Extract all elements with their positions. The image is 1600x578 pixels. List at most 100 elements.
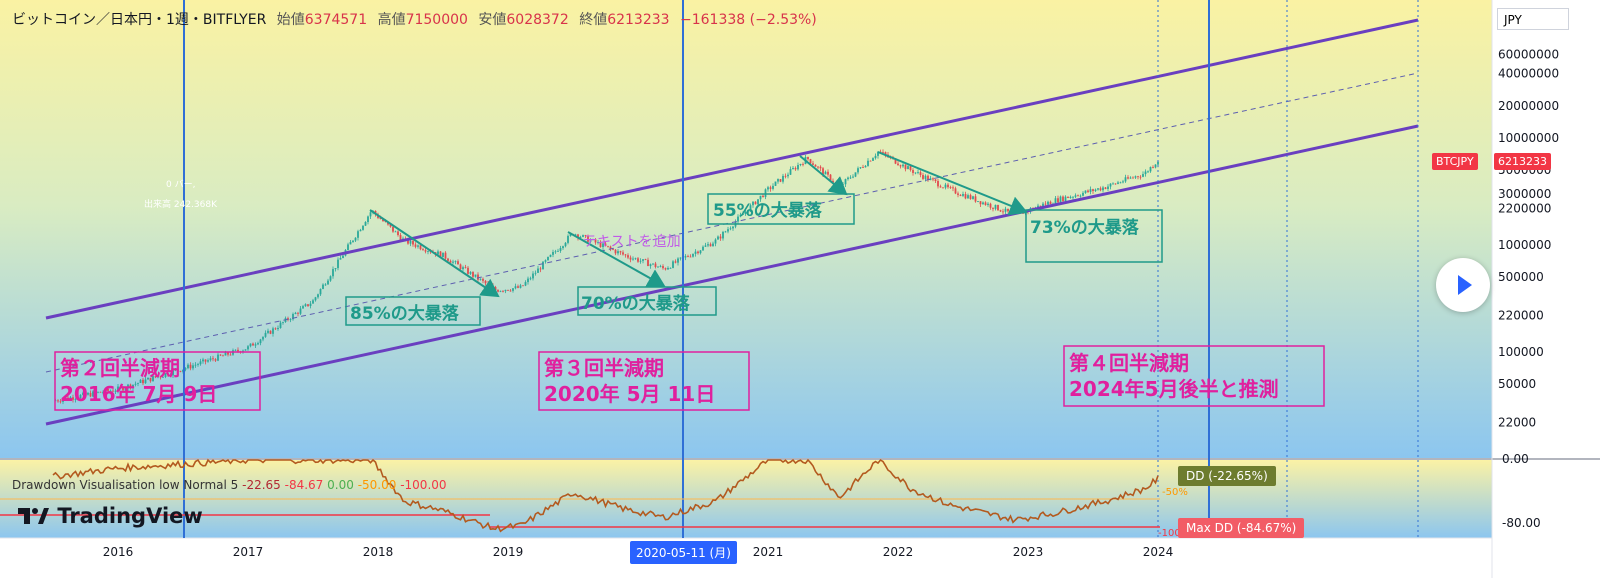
crash-arrow-2018[interactable] — [369, 209, 500, 298]
candle-body — [662, 266, 664, 269]
crash-arrow-2022[interactable] — [877, 151, 1028, 216]
candle-body — [569, 233, 572, 236]
candle-body — [819, 166, 822, 169]
candle-body — [627, 255, 629, 258]
halving3-box[interactable] — [538, 351, 750, 411]
candle-body — [409, 240, 412, 244]
channel-upper-line[interactable] — [45, 18, 1419, 320]
candle-body — [989, 203, 992, 208]
candle-body — [842, 184, 844, 186]
candle-body — [599, 242, 602, 248]
tradingview-logo[interactable]: TradingView — [16, 504, 203, 528]
crash-arrow-2019[interactable] — [567, 231, 666, 287]
candle-body — [642, 259, 644, 261]
candle-body — [107, 388, 109, 391]
candle-body — [917, 172, 919, 173]
candle-body — [342, 255, 344, 259]
candle-body — [824, 171, 827, 175]
add-text-placeholder[interactable]: テキストを追加 — [583, 234, 681, 250]
crash-box-2[interactable] — [577, 286, 717, 316]
candle-body — [422, 249, 424, 251]
price-label-3: 10000000 — [1498, 131, 1559, 145]
candle-body — [807, 157, 809, 160]
play-button[interactable] — [1436, 258, 1490, 312]
candle-body — [929, 178, 932, 181]
main-pane-bg — [0, 0, 1492, 458]
indicator-legend[interactable]: Drawdown Visualisation low Normal 5 -22.… — [12, 478, 447, 492]
candle-body — [152, 376, 154, 382]
candle-body — [349, 241, 352, 245]
candle-body — [1079, 195, 1082, 197]
halving4-date: 2024年5月後半と推測 — [1069, 377, 1279, 401]
candle-body — [147, 377, 149, 380]
time-label-7: 2024 — [1143, 545, 1174, 559]
candle-body — [519, 285, 522, 288]
candle-body — [977, 201, 979, 202]
time-label-5: 2022 — [883, 545, 914, 559]
candle-body — [904, 164, 907, 170]
candle-body — [512, 288, 514, 291]
candle-body — [549, 254, 552, 257]
candle-body — [502, 290, 504, 292]
candle-body — [137, 382, 139, 384]
high-value: 7150000 — [405, 12, 468, 28]
channel-lower-line[interactable] — [45, 124, 1419, 426]
halving2-title: 第２回半減期 — [60, 356, 180, 380]
candle-body — [142, 379, 144, 384]
candle-body — [677, 258, 679, 263]
candle-body — [884, 152, 887, 155]
candle-body — [922, 175, 924, 179]
candle-body — [229, 354, 232, 356]
chart-header: ビットコイン／日本円・1週・BITFLYER 始値6374571 高値71500… — [12, 9, 817, 29]
candle-body — [714, 239, 717, 244]
candle-body — [1057, 198, 1059, 203]
price-label-9: 220000 — [1498, 308, 1544, 322]
crash-box-3[interactable] — [707, 193, 855, 225]
candle-body — [604, 243, 607, 246]
candle-body — [689, 256, 692, 258]
channel-mid-line[interactable] — [45, 72, 1419, 373]
candle-body — [537, 268, 539, 273]
candle-body — [174, 369, 177, 371]
candle-body — [799, 164, 802, 166]
halving4-box[interactable] — [1063, 345, 1325, 407]
close-label: 終値 — [579, 12, 608, 28]
candle-body — [872, 158, 874, 161]
candle-body — [729, 228, 732, 230]
price-label-11: 50000 — [1498, 377, 1536, 391]
candle-body — [334, 268, 337, 270]
candle-body — [717, 236, 719, 240]
candle-body — [814, 164, 817, 167]
crash-box-4[interactable] — [1025, 209, 1163, 263]
candle-body — [259, 339, 262, 344]
candle-body — [1112, 183, 1114, 185]
candle-body — [447, 258, 449, 261]
candle-body — [859, 167, 862, 169]
currency-selector[interactable]: JPY — [1497, 8, 1569, 30]
candle-body — [167, 373, 169, 376]
candle-body — [324, 284, 327, 286]
halving2-box[interactable] — [54, 351, 261, 411]
drawdown-line — [52, 458, 1159, 533]
candle-body — [62, 399, 64, 402]
candle-body — [652, 263, 654, 265]
crash-box-1[interactable] — [345, 296, 481, 326]
candle-body — [597, 242, 599, 244]
candle-body — [1157, 161, 1159, 165]
candle-body — [767, 187, 769, 190]
candle-body — [1002, 211, 1004, 213]
symbol-title[interactable]: ビットコイン／日本円・1週・BITFLYER — [12, 12, 267, 28]
candle-body — [942, 187, 944, 189]
candle-body — [104, 388, 107, 393]
candle-body — [1009, 211, 1012, 213]
candle-body — [367, 216, 369, 223]
candle-body — [974, 196, 977, 202]
candle-body — [644, 259, 647, 260]
candle-body — [69, 397, 72, 400]
candle-body — [132, 384, 134, 388]
candle-body — [1147, 171, 1149, 173]
crash-arrow-2021[interactable] — [799, 155, 848, 196]
candle-body — [109, 390, 112, 392]
candle-body — [1092, 189, 1094, 191]
candle-body — [687, 256, 689, 257]
